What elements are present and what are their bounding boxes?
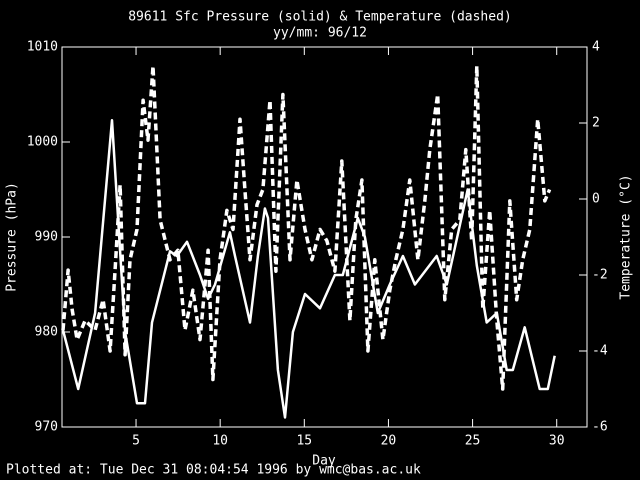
chart-title: 89611 Sfc Pressure (solid) & Temperature… (128, 10, 512, 25)
x-tick-label: 15 (296, 434, 312, 449)
x-tick-label: 30 (549, 434, 565, 449)
x-tick-label: 5 (132, 434, 140, 449)
y2-tick-label: -4 (592, 344, 608, 359)
x-tick-label: 25 (465, 434, 481, 449)
y2-tick-label: 4 (592, 40, 600, 55)
y2-tick-label: 2 (592, 116, 600, 131)
y2-tick-label: 0 (592, 192, 600, 207)
y-tick-label: 1000 (27, 135, 58, 150)
x-tick-label: 20 (381, 434, 397, 449)
y2-tick-label: -6 (592, 420, 608, 435)
chart-subtitle: yy/mm: 96/12 (273, 26, 367, 41)
y2-axis-label: Temperature (°C) (619, 174, 634, 299)
y-tick-label: 990 (35, 230, 58, 245)
y2-tick-label: -2 (592, 268, 608, 283)
y-tick-label: 1010 (27, 40, 58, 55)
temperature-line (61, 64, 552, 391)
x-axis-label: Day (312, 454, 336, 469)
y-axis-label: Pressure (hPa) (5, 182, 20, 292)
x-tick-label: 10 (212, 434, 228, 449)
footer: Plotted at: Tue Dec 31 08:04:54 1996 by … (6, 463, 421, 478)
y-tick-label: 970 (35, 420, 58, 435)
y-tick-label: 980 (35, 325, 58, 340)
